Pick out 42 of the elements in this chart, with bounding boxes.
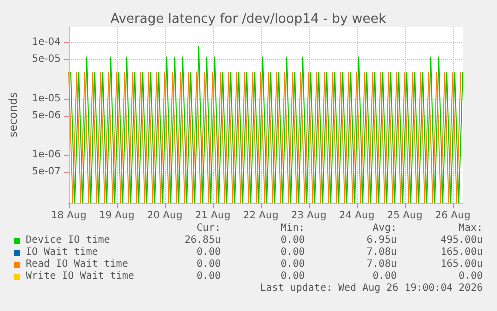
text: 0.00 [280,235,305,247]
legend-label: Read IO Wait time [26,259,128,271]
x-tick-label: 20 Aug [147,210,183,222]
text: Avg: [372,223,397,235]
x-tick-label: 26 Aug [435,210,471,222]
text: 0.00 [280,247,305,259]
text: 165.00u [440,247,483,259]
y-tick-label: 1e-04 [32,37,61,48]
x-tick-label: 22 Aug [243,210,279,222]
text: 0.00 [280,271,305,283]
y-axis-title: seconds [7,92,20,138]
text: 0.00 [196,271,221,283]
text: Last update: Wed Aug 26 19:00:04 2026 [260,283,483,295]
text: 0.00 [280,259,305,271]
chart-title: Average latency for /dev/loop14 - by week [110,12,387,27]
y-tick-label: 5e-06 [32,110,61,122]
y-tick-label: 1e-05 [32,93,61,104]
text: 0.00 [196,247,221,259]
text: 0.00 [372,271,397,283]
text: 0.00 [458,271,483,283]
x-tick-label: 18 Aug [51,210,87,222]
text: 26.85u [184,235,221,247]
y-tick-label: 5e-05 [32,54,61,66]
text: Cur: [196,223,221,235]
text: 0.00 [196,259,221,271]
text: Min: [280,223,305,235]
legend-label: IO Wait time [26,247,98,259]
text: 7.08u [366,259,397,271]
legend-label: Write IO Wait time [26,271,134,283]
x-tick-label: 24 Aug [339,210,375,222]
y-tick-label: 1e-06 [32,150,61,161]
x-tick-label: 19 Aug [99,210,135,222]
x-tick-label: 23 Aug [291,210,327,222]
text: Max: [458,223,483,235]
y-tick-label: 5e-07 [32,166,61,178]
legend-label: Device IO time [26,235,110,247]
text: 6.95u [366,235,397,247]
text: 7.08u [366,247,397,259]
x-tick-label: 21 Aug [195,210,231,222]
text: 165.00u [440,259,483,271]
x-tick-label: 25 Aug [387,210,423,222]
text: 495.00u [440,235,483,247]
